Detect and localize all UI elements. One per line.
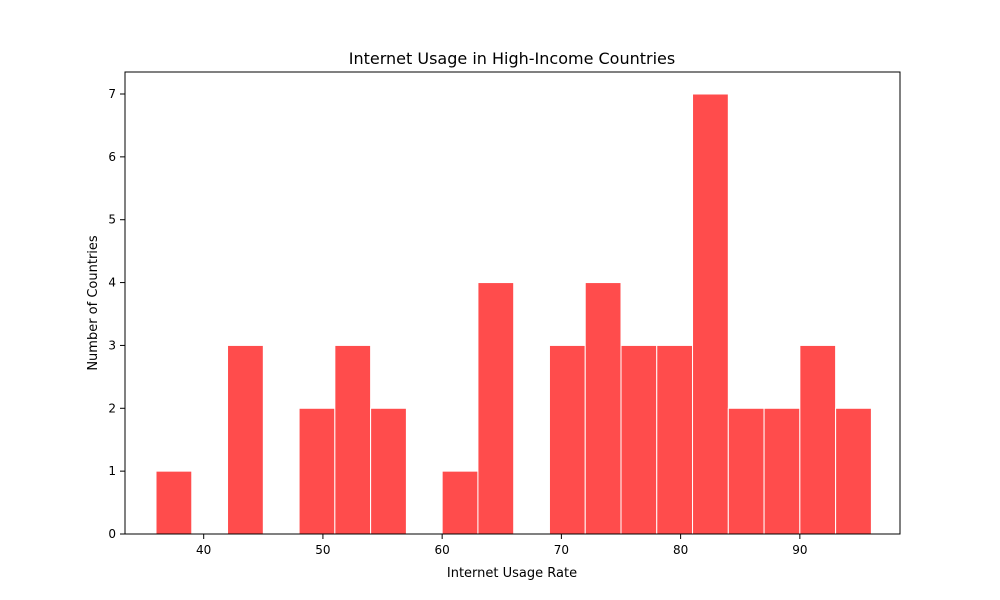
histogram-bar-0: [155, 470, 193, 535]
x-axis-label: Internet Usage Rate: [447, 566, 577, 581]
bars-group: [155, 93, 872, 535]
y-tick-label: 1: [108, 464, 116, 478]
x-tick-label: 50: [315, 543, 330, 557]
x-tick-label: 70: [554, 543, 569, 557]
histogram-bar-14: [656, 344, 694, 535]
histogram-bar-8: [441, 470, 479, 535]
x-axis: 40 50 60 70 80 90: [196, 534, 807, 557]
x-tick-label: 90: [792, 543, 807, 557]
histogram-bar-2: [227, 344, 264, 535]
histogram-bar-9: [477, 282, 515, 535]
histogram-bar-4: [298, 407, 336, 535]
y-axis-label: Number of Countries: [86, 235, 101, 371]
x-tick-label: 40: [196, 543, 211, 557]
y-tick-label: 5: [108, 213, 116, 227]
histogram-bar-17: [763, 407, 801, 535]
y-tick-label: 0: [108, 527, 116, 541]
x-tick-label: 80: [673, 543, 688, 557]
histogram-bar-15: [692, 93, 729, 535]
y-tick-label: 2: [108, 401, 116, 415]
plot-frame: [124, 71, 901, 535]
y-tick-label: 7: [108, 87, 116, 101]
histogram-bar-19: [835, 407, 872, 535]
histogram-bar-12: [584, 282, 622, 535]
histogram-bar-5: [334, 344, 372, 535]
histogram-bar-16: [727, 407, 765, 535]
y-tick-label: 6: [108, 150, 116, 164]
histogram-bar-6: [370, 407, 407, 535]
histogram-bar-11: [548, 344, 586, 535]
histogram-bar-18: [799, 344, 837, 535]
y-tick-label: 3: [108, 338, 116, 352]
histogram-bar-13: [620, 344, 658, 535]
y-axis: 0 1 2 3 4 5 6 7: [108, 87, 125, 541]
y-tick-label: 4: [108, 276, 116, 290]
chart-title: Internet Usage in High-Income Countries: [349, 49, 675, 68]
x-tick-label: 60: [435, 543, 450, 557]
